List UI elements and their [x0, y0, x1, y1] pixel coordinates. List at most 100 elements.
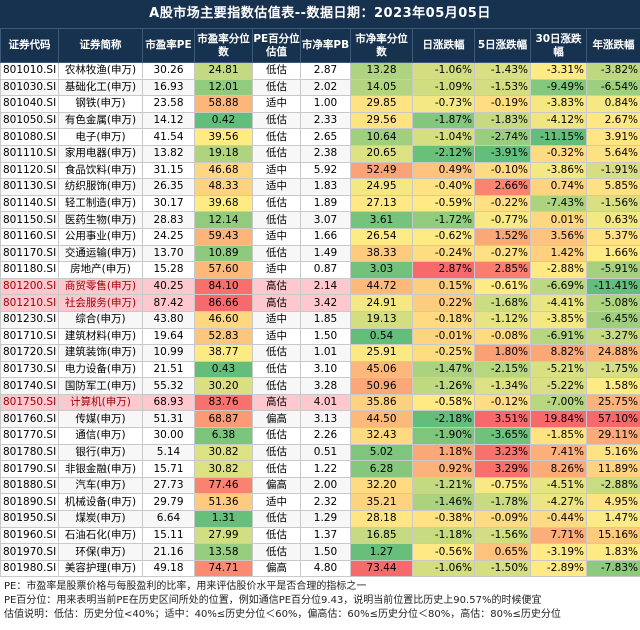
table-row: 801050.SI 有色金属(申万) 14.12 0.42 低估 2.33 29.56 -1.… [0, 111, 640, 130]
cell-30d-change: -3.83% [530, 95, 587, 113]
cell-valuation: 低估 [252, 510, 301, 528]
cell-pe-percentile: 48.33 [194, 178, 253, 196]
cell-valuation: 低估 [252, 344, 301, 362]
cell-daily-change: -1.46% [412, 493, 475, 512]
cell-valuation: 低估 [252, 360, 301, 379]
cell-pb-percentile: 45.06 [350, 360, 413, 379]
cell-30d-change: 19.84% [530, 410, 587, 429]
cell-30d-change: -2.89% [530, 559, 587, 578]
cell-name: 石油石化(申万) [58, 526, 143, 545]
cell-pb-percentile: 20.65 [350, 144, 413, 163]
table-row: 801030.SI 基础化工(申万) 16.93 12.01 低估 2.02 14.05 -1… [0, 78, 640, 97]
cell-valuation: 适中 [252, 493, 301, 512]
cell-5d-change: -0.10% [474, 161, 531, 180]
cell-pe: 6.64 [142, 510, 195, 528]
cell-name: 商贸零售(申万) [58, 277, 143, 296]
cell-name: 计算机(申万) [58, 393, 143, 412]
cell-name: 公用事业(申万) [58, 227, 143, 246]
cell-name: 家用电器(申万) [58, 144, 143, 163]
cell-pb-percentile: 32.20 [350, 476, 413, 495]
cell-pe: 55.32 [142, 377, 195, 395]
cell-5d-change: 2.66% [474, 178, 531, 196]
cell-yearly-change: 1.58% [586, 377, 640, 395]
cell-valuation: 低估 [252, 78, 301, 97]
table-row: 801170.SI 交通运输(申万) 13.70 10.89 低估 1.49 38.33 -0… [0, 244, 640, 263]
cell-pe: 23.58 [142, 95, 195, 113]
cell-pe: 14.12 [142, 111, 195, 130]
cell-pe-percentile: 77.46 [194, 476, 253, 495]
cell-valuation: 适中 [252, 327, 301, 346]
table-row: 801950.SI 煤炭(申万) 6.64 1.31 低估 1.29 28.18 -0.38%… [0, 510, 640, 528]
cell-pe-percentile: 39.56 [194, 128, 253, 146]
cell-pe-percentile: 13.58 [194, 543, 253, 561]
cell-5d-change: -0.77% [474, 211, 531, 229]
table-row: 801960.SI 石油石化(申万) 15.11 27.99 低估 1.37 16.85 -1… [0, 526, 640, 545]
cell-pb-percentile: 27.13 [350, 194, 413, 213]
column-header: 30日涨跌幅 [530, 28, 587, 63]
cell-yearly-change: 29.11% [586, 427, 640, 445]
table-row: 801140.SI 轻工制造(申万) 30.17 39.68 低估 1.89 27.13 -0… [0, 194, 640, 213]
valuation-table: 证券代码 证券简称 市盈率PE 市盈率分位数 PE百分位估值 市净率PB 市净率分位数 日涨跌… [0, 28, 640, 578]
cell-daily-change: 2.87% [412, 261, 475, 279]
cell-valuation: 适中 [252, 161, 301, 180]
cell-5d-change: -2.74% [474, 128, 531, 146]
cell-pb: 3.07 [300, 211, 351, 229]
cell-pe-percentile: 12.14 [194, 211, 253, 229]
cell-pb-percentile: 29.56 [350, 111, 413, 130]
cell-daily-change: -1.06% [412, 62, 475, 80]
cell-5d-change: 3.51% [474, 410, 531, 429]
cell-5d-change: -1.50% [474, 559, 531, 578]
cell-yearly-change: -1.75% [586, 360, 640, 379]
cell-pe: 21.51 [142, 360, 195, 379]
cell-code: 801710.SI [0, 327, 59, 346]
table-row: 801740.SI 国防军工(申万) 55.32 30.20 低估 3.28 50.96 -1… [0, 377, 640, 395]
cell-valuation: 低估 [252, 427, 301, 445]
table-row: 801110.SI 家用电器(申万) 13.82 19.18 低估 2.38 20.65 -2… [0, 144, 640, 163]
table-row: 801890.SI 机械设备(申万) 29.79 51.36 适中 2.32 35.21 -1… [0, 493, 640, 512]
table-row: 801210.SI 社会服务(申万) 87.42 86.66 高估 3.42 24.91 0.… [0, 294, 640, 312]
cell-30d-change: -4.51% [530, 476, 587, 495]
cell-pb: 1.85 [300, 310, 351, 329]
cell-pb-percentile: 32.43 [350, 427, 413, 445]
cell-code: 801200.SI [0, 277, 59, 296]
cell-5d-change: -0.08% [474, 327, 531, 346]
cell-pe-percentile: 12.01 [194, 78, 253, 97]
cell-pb: 1.01 [300, 344, 351, 362]
cell-name: 纺织服饰(申万) [58, 178, 143, 196]
cell-pb: 2.00 [300, 476, 351, 495]
cell-30d-change: -3.85% [530, 310, 587, 329]
cell-code: 801140.SI [0, 194, 59, 213]
cell-valuation: 低估 [252, 194, 301, 213]
table-row: 801160.SI 公用事业(申万) 24.25 59.43 适中 1.66 26.54 -0… [0, 227, 640, 246]
cell-30d-change: 7.71% [530, 526, 587, 545]
cell-30d-change: -4.12% [530, 111, 587, 130]
cell-5d-change: -1.68% [474, 294, 531, 312]
cell-5d-change: 2.85% [474, 261, 531, 279]
cell-5d-change: -1.43% [474, 62, 531, 80]
cell-yearly-change: -5.91% [586, 261, 640, 279]
cell-pe: 13.82 [142, 144, 195, 163]
cell-pb-percentile: 0.54 [350, 327, 413, 346]
cell-yearly-change: 5.64% [586, 144, 640, 163]
cell-5d-change: 3.23% [474, 443, 531, 462]
cell-yearly-change: -2.88% [586, 476, 640, 495]
cell-name: 国防军工(申万) [58, 377, 143, 395]
cell-code: 801040.SI [0, 95, 59, 113]
cell-pe-percentile: 74.71 [194, 559, 253, 578]
cell-pb: 2.02 [300, 78, 351, 97]
table-body: 801010.SI 农林牧渔(申万) 30.26 24.81 低估 2.87 13.28 -1… [0, 62, 640, 578]
cell-name: 环保(申万) [58, 543, 143, 561]
table-header: 证券代码 证券简称 市盈率PE 市盈率分位数 PE百分位估值 市净率PB 市净率分位数 日涨跌… [0, 28, 640, 63]
cell-name: 医药生物(申万) [58, 211, 143, 229]
cell-pb-percentile: 52.49 [350, 161, 413, 180]
cell-pb: 4.01 [300, 393, 351, 412]
cell-pe: 15.28 [142, 261, 195, 279]
cell-pb-percentile: 44.72 [350, 277, 413, 296]
column-header: PE百分位估值 [252, 28, 301, 63]
cell-pb-percentile: 29.85 [350, 95, 413, 113]
cell-name: 轻工制造(申万) [58, 194, 143, 213]
table-row: 801720.SI 建筑装饰(申万) 10.99 38.77 低估 1.01 25.91 -0… [0, 344, 640, 362]
cell-pb: 1.50 [300, 543, 351, 561]
cell-pb: 3.13 [300, 410, 351, 429]
cell-pe: 30.26 [142, 62, 195, 80]
